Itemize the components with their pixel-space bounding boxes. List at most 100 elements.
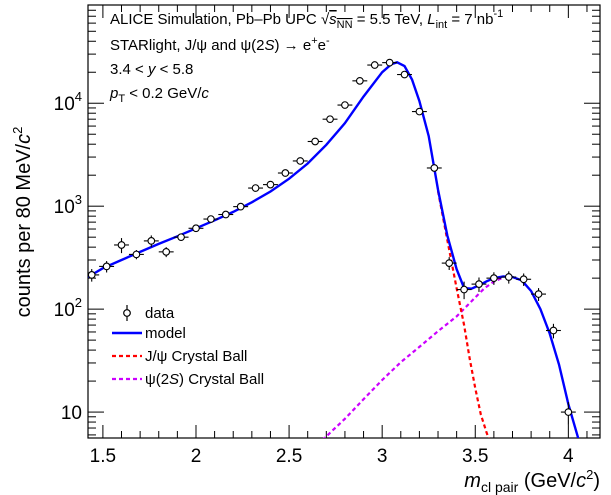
x-tick-label: 3.5 bbox=[462, 446, 488, 467]
x-tick-label: 2 bbox=[191, 446, 202, 467]
plot-area bbox=[88, 58, 580, 438]
data-point-marker bbox=[162, 248, 171, 256]
x-axis-label-unit-var: c bbox=[576, 470, 586, 492]
data-point bbox=[88, 269, 100, 282]
data-point-marker bbox=[236, 202, 245, 211]
data-point bbox=[188, 224, 204, 233]
data-point bbox=[382, 58, 398, 67]
data-point bbox=[292, 157, 308, 165]
annotation-text: ALICE Simulation, Pb–Pb UPC bbox=[110, 11, 321, 28]
data-point-marker bbox=[400, 70, 409, 79]
data-points bbox=[88, 58, 576, 425]
annotation-text: e bbox=[318, 37, 326, 54]
data-point bbox=[560, 402, 576, 425]
data-point bbox=[173, 233, 189, 242]
x-tick-label: 2.5 bbox=[276, 446, 302, 467]
y-axis-label-text: counts per 80 MeV/ bbox=[13, 143, 35, 317]
data-point-marker bbox=[266, 180, 275, 189]
data-point-marker bbox=[430, 164, 439, 172]
data-point bbox=[546, 323, 561, 339]
annotation-text: < 5.8 bbox=[155, 61, 193, 78]
data-point bbox=[158, 247, 174, 258]
annotation-l: L bbox=[427, 11, 435, 28]
annotation-p: p bbox=[109, 85, 118, 102]
x-tick-label: 3 bbox=[377, 446, 388, 467]
x-axis-label: mcl pair (GeV/c2) bbox=[464, 467, 600, 495]
data-point-marker bbox=[132, 250, 141, 259]
x-axis-label-unit-exp: 2 bbox=[586, 467, 593, 482]
data-point-marker bbox=[445, 259, 454, 267]
y-tick-label: 104 bbox=[54, 89, 82, 115]
annotation-c: c bbox=[201, 85, 209, 102]
data-point bbox=[471, 277, 487, 292]
data-point bbox=[516, 273, 532, 286]
y-tick-label: 10 bbox=[61, 403, 82, 424]
data-point bbox=[501, 271, 517, 284]
data-point-marker bbox=[460, 285, 468, 294]
x-axis-label-sub: cl pair bbox=[481, 479, 519, 495]
data-point-marker bbox=[564, 408, 573, 416]
data-point-marker bbox=[251, 184, 260, 192]
data-point-marker bbox=[370, 61, 379, 69]
legend-psi2s-label-s: S bbox=[169, 371, 179, 388]
annotation-t: T bbox=[118, 93, 125, 105]
data-point bbox=[263, 180, 278, 189]
data-point-marker bbox=[192, 224, 200, 233]
annotation-y: y bbox=[147, 61, 157, 78]
data-point-marker bbox=[102, 262, 111, 271]
data-point-marker bbox=[326, 115, 334, 124]
data-point-marker bbox=[385, 58, 394, 67]
data-point bbox=[352, 76, 368, 85]
data-point bbox=[277, 169, 293, 177]
data-point-marker bbox=[117, 241, 126, 249]
data-point bbox=[99, 261, 115, 273]
data-point bbox=[441, 257, 457, 270]
sqrt-sign: √ bbox=[321, 11, 330, 28]
legend-psi2s-label-b: ) Crystal Ball bbox=[179, 371, 264, 388]
data-point-marker bbox=[296, 157, 305, 165]
annotation-line-3: 3.4 < y < 5.8 bbox=[110, 61, 193, 78]
data-point-marker bbox=[147, 237, 156, 245]
annotation-exp: -1 bbox=[493, 8, 503, 20]
data-point bbox=[203, 215, 219, 223]
annotation-text: STARlight, J/ψ and ψ(2 bbox=[110, 37, 265, 54]
data-point bbox=[397, 70, 412, 79]
annotation-text: ) → e bbox=[275, 37, 312, 54]
legend-psi2s-label-a: ψ(2 bbox=[145, 371, 169, 388]
data-point-marker bbox=[534, 290, 543, 298]
legend-data-label: data bbox=[145, 305, 175, 322]
annotation-s: S bbox=[265, 37, 275, 54]
x-axis-label-m: m bbox=[464, 470, 481, 492]
data-point bbox=[248, 184, 264, 192]
data-point bbox=[367, 61, 383, 69]
data-point bbox=[307, 137, 323, 146]
annotation-text: < 0.2 GeV/ bbox=[125, 85, 202, 102]
x-tick-label: 1.5 bbox=[90, 446, 116, 467]
data-point-marker bbox=[504, 273, 513, 281]
data-point-marker bbox=[221, 210, 230, 219]
axis-ticks bbox=[88, 4, 600, 438]
data-point bbox=[426, 164, 442, 172]
data-point-marker bbox=[415, 107, 424, 116]
annotation-text: = 5.5 TeV, bbox=[353, 11, 428, 28]
model-curve bbox=[88, 61, 580, 438]
jpsi-crystal-ball-curve bbox=[436, 190, 490, 438]
data-point bbox=[411, 107, 427, 116]
annotation-nn: NN bbox=[337, 19, 353, 31]
data-point bbox=[486, 272, 502, 285]
plot-frame bbox=[87, 4, 601, 439]
legend-psi2s-label: ψ(2S) Crystal Ball bbox=[145, 371, 264, 388]
psi2s-crystal-ball-curve bbox=[322, 276, 504, 438]
annotation-sup: - bbox=[326, 35, 330, 47]
annotation-int: int bbox=[436, 19, 448, 31]
annotation-line-4: pT < 0.2 GeV/c bbox=[109, 85, 209, 105]
annotation-s: s bbox=[329, 11, 337, 28]
data-point bbox=[128, 250, 144, 260]
data-point bbox=[337, 101, 353, 109]
data-point-marker bbox=[490, 274, 498, 282]
annotation-text: 3.4 < bbox=[110, 61, 148, 78]
data-point bbox=[143, 235, 159, 248]
annotation-text: = 7 nb bbox=[447, 11, 493, 28]
y-axis-label-var: c bbox=[13, 134, 35, 144]
data-point-marker bbox=[311, 137, 319, 146]
